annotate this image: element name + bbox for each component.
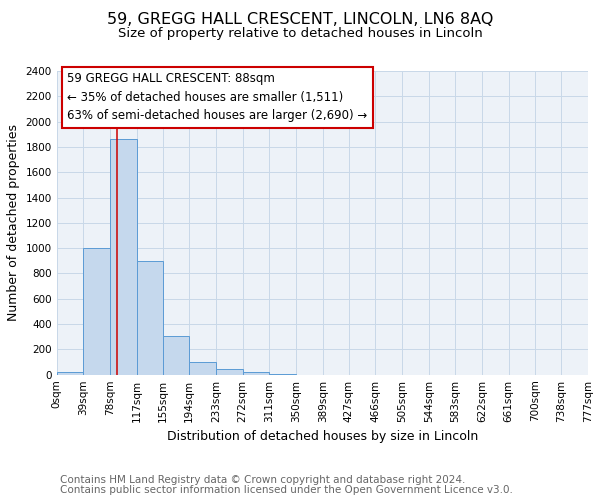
Bar [137, 262, 163, 374]
Bar [216, 369, 242, 374]
Bar [163, 336, 190, 374]
Text: 59, GREGG HALL CRESCENT, LINCOLN, LN6 8AQ: 59, GREGG HALL CRESCENT, LINCOLN, LN6 8A… [107, 12, 493, 28]
Bar [110, 138, 137, 374]
X-axis label: Distribution of detached houses by size in Lincoln: Distribution of detached houses by size … [167, 430, 478, 443]
Text: 59 GREGG HALL CRESCENT: 88sqm
← 35% of detached houses are smaller (1,511)
63% o: 59 GREGG HALL CRESCENT: 88sqm ← 35% of d… [67, 72, 367, 122]
Bar [56, 372, 83, 374]
Text: Contains public sector information licensed under the Open Government Licence v3: Contains public sector information licen… [60, 485, 513, 495]
Text: Size of property relative to detached houses in Lincoln: Size of property relative to detached ho… [118, 28, 482, 40]
Y-axis label: Number of detached properties: Number of detached properties [7, 124, 20, 322]
Bar [242, 372, 269, 374]
Bar [83, 248, 110, 374]
Bar [190, 362, 216, 374]
Text: Contains HM Land Registry data © Crown copyright and database right 2024.: Contains HM Land Registry data © Crown c… [60, 475, 466, 485]
